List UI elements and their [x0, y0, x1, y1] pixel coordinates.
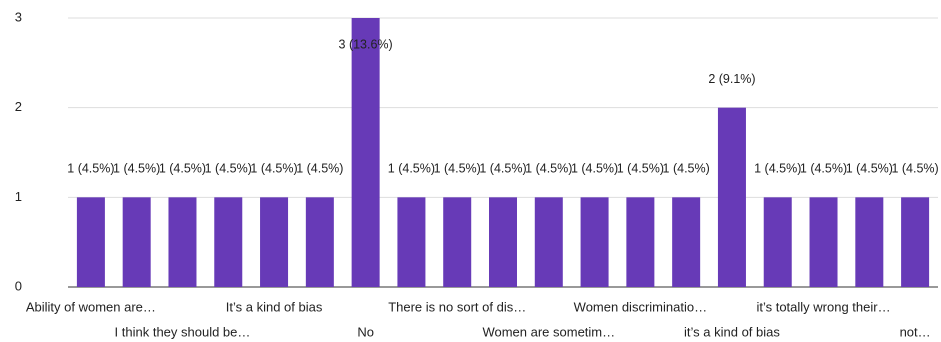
value-label: 1 (4.5%) [617, 162, 664, 176]
value-label: 1 (4.5%) [800, 162, 847, 176]
value-label: 1 (4.5%) [663, 162, 710, 176]
value-label: 1 (4.5%) [525, 162, 572, 176]
value-label: 1 (4.5%) [891, 162, 938, 176]
x-tick-label: I think they should be… [115, 324, 251, 339]
bar [580, 197, 609, 287]
value-label: 1 (4.5%) [434, 162, 481, 176]
bar [534, 197, 563, 287]
value-label: 1 (4.5%) [754, 162, 801, 176]
value-label: 1 (4.5%) [159, 162, 206, 176]
bar [168, 197, 197, 287]
value-label: 1 (4.5%) [388, 162, 435, 176]
value-label: 1 (4.5%) [250, 162, 297, 176]
bar [351, 18, 380, 287]
value-label: 1 (4.5%) [479, 162, 526, 176]
bar [443, 197, 472, 287]
x-tick-label: It’s a kind of bias [226, 299, 323, 314]
x-tick-label: Ability of women are… [26, 299, 156, 314]
bar [260, 197, 289, 287]
bar [763, 197, 792, 287]
bar [76, 197, 105, 287]
bar [305, 197, 334, 287]
bar [672, 197, 701, 287]
x-tick-label: it’s totally wrong their… [756, 299, 890, 314]
value-label: 1 (4.5%) [205, 162, 252, 176]
bar [122, 197, 151, 287]
x-tick-label: not… [900, 324, 931, 339]
bar [717, 107, 746, 288]
value-label: 1 (4.5%) [113, 162, 160, 176]
x-tick-label: Women are sometim… [482, 324, 615, 339]
value-label: 2 (9.1%) [708, 72, 755, 86]
bar [397, 197, 426, 287]
bar [809, 197, 838, 287]
bar [626, 197, 655, 287]
x-tick-label: There is no sort of dis… [388, 299, 526, 314]
bar [855, 197, 884, 287]
y-tick-label: 3 [15, 9, 22, 24]
x-tick-label: it’s a kind of bias [684, 324, 780, 339]
bar [489, 197, 517, 287]
bar [214, 197, 243, 287]
value-label: 3 (13.6%) [339, 37, 393, 51]
value-label: 1 (4.5%) [571, 162, 618, 176]
x-tick-label: Women discriminatio… [574, 299, 707, 314]
value-label: 1 (4.5%) [67, 162, 114, 176]
y-tick-label: 0 [15, 278, 22, 293]
y-tick-label: 1 [15, 189, 22, 204]
bar [901, 197, 930, 287]
value-label: 1 (4.5%) [296, 162, 343, 176]
x-tick-label: No [357, 324, 374, 339]
value-label: 1 (4.5%) [846, 162, 893, 176]
y-tick-label: 2 [15, 99, 22, 114]
